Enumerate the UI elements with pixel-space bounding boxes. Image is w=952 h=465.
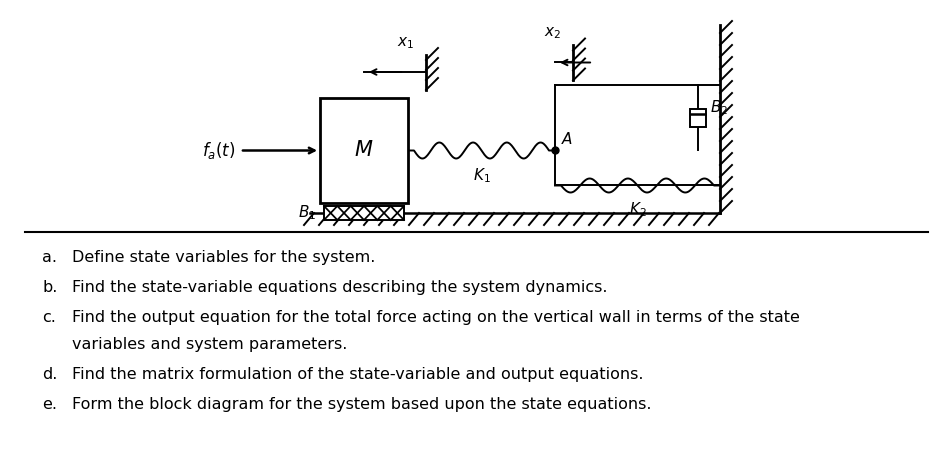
Text: $x_1$: $x_1$ [397, 35, 414, 51]
Text: $A$: $A$ [561, 131, 573, 146]
Text: Find the matrix formulation of the state-variable and output equations.: Find the matrix formulation of the state… [72, 367, 644, 382]
Text: variables and system parameters.: variables and system parameters. [72, 337, 347, 352]
Text: e.: e. [42, 397, 57, 412]
Text: $f_a(t)$: $f_a(t)$ [203, 140, 236, 161]
Text: $B_1$: $B_1$ [298, 204, 316, 222]
Text: $M$: $M$ [354, 140, 374, 160]
Text: Define state variables for the system.: Define state variables for the system. [72, 250, 375, 265]
Text: a.: a. [42, 250, 57, 265]
Bar [324, 206, 404, 220]
Text: b.: b. [42, 280, 57, 295]
Text: $B_2$: $B_2$ [710, 99, 728, 117]
Text: d.: d. [42, 367, 57, 382]
Text: $K_2$: $K_2$ [628, 200, 646, 219]
Bar [320, 98, 408, 203]
Text: Find the output equation for the total force acting on the vertical wall in term: Find the output equation for the total f… [72, 310, 800, 325]
Text: Form the block diagram for the system based upon the state equations.: Form the block diagram for the system ba… [72, 397, 651, 412]
Text: c.: c. [42, 310, 56, 325]
Text: $x_2$: $x_2$ [545, 26, 562, 41]
Text: Find the state-variable equations describing the system dynamics.: Find the state-variable equations descri… [72, 280, 607, 295]
Bar [690, 109, 706, 127]
Text: $K_1$: $K_1$ [472, 166, 490, 185]
